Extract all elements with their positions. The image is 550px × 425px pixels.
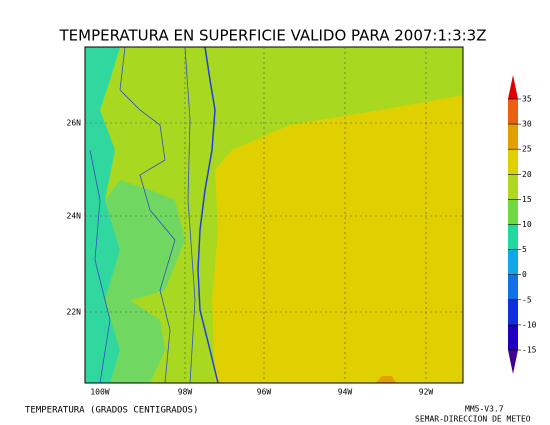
colorbar-cap xyxy=(508,75,518,99)
lon-label: 100W xyxy=(90,388,109,397)
colorbar-band xyxy=(508,99,518,125)
state-borders xyxy=(89,47,196,383)
lon-label: 96W xyxy=(257,388,272,397)
coastline xyxy=(197,47,219,383)
map-title: TEMPERATURA EN SUPERFICIE VALIDO PARA 20… xyxy=(58,27,486,45)
lon-label: 92W xyxy=(419,388,434,397)
colorbar-band xyxy=(508,124,518,150)
colorbar-cap xyxy=(508,350,518,374)
field-10-15-green xyxy=(105,180,185,383)
colorbar-band xyxy=(508,149,518,175)
colorbar: 35 30 25 20 15 10 5 0 -5 -10 -15 xyxy=(508,75,537,374)
lat-label: 24N xyxy=(67,212,82,221)
footer-left: TEMPERATURA (GRADOS CENTIGRADOS) xyxy=(25,406,198,416)
field-10-15-teal xyxy=(85,47,120,383)
colorbar-label: -5 xyxy=(522,295,532,304)
colorbar-band xyxy=(508,249,518,275)
colorbar-band xyxy=(508,174,518,200)
lon-label: 94W xyxy=(338,388,353,397)
colorbar-label: 5 xyxy=(522,245,527,254)
colorbar-band xyxy=(508,274,518,300)
map-frame xyxy=(84,46,464,384)
graticule: 100W 98W 96W 94W 92W 26N 24N 22N xyxy=(67,47,463,397)
colorbar-label: 30 xyxy=(522,120,532,129)
colorbar-label: 10 xyxy=(522,220,532,229)
field-25-30 xyxy=(376,376,396,383)
colorbar-label: -15 xyxy=(522,346,537,355)
colorbar-band xyxy=(508,199,518,225)
footer-right-bottom: SEMAR-DIRECCION DE METEO xyxy=(415,415,531,424)
colorbar-label: 20 xyxy=(522,170,532,179)
footer-right-top: MM5-V3.7 xyxy=(465,405,504,414)
colorbar-label: 15 xyxy=(522,195,532,204)
colorbar-band xyxy=(508,299,518,325)
colorbar-label: 25 xyxy=(522,145,532,154)
colorbar-band xyxy=(508,324,518,350)
colorbar-band xyxy=(508,224,518,250)
lat-label: 26N xyxy=(67,119,82,128)
map-field xyxy=(85,47,463,383)
lat-label: 22N xyxy=(67,308,82,317)
lon-label: 98W xyxy=(178,388,193,397)
colorbar-label: 35 xyxy=(522,95,532,104)
colorbar-label: -10 xyxy=(522,320,537,329)
colorbar-label: 0 xyxy=(522,270,527,279)
field-20-25 xyxy=(212,95,463,383)
